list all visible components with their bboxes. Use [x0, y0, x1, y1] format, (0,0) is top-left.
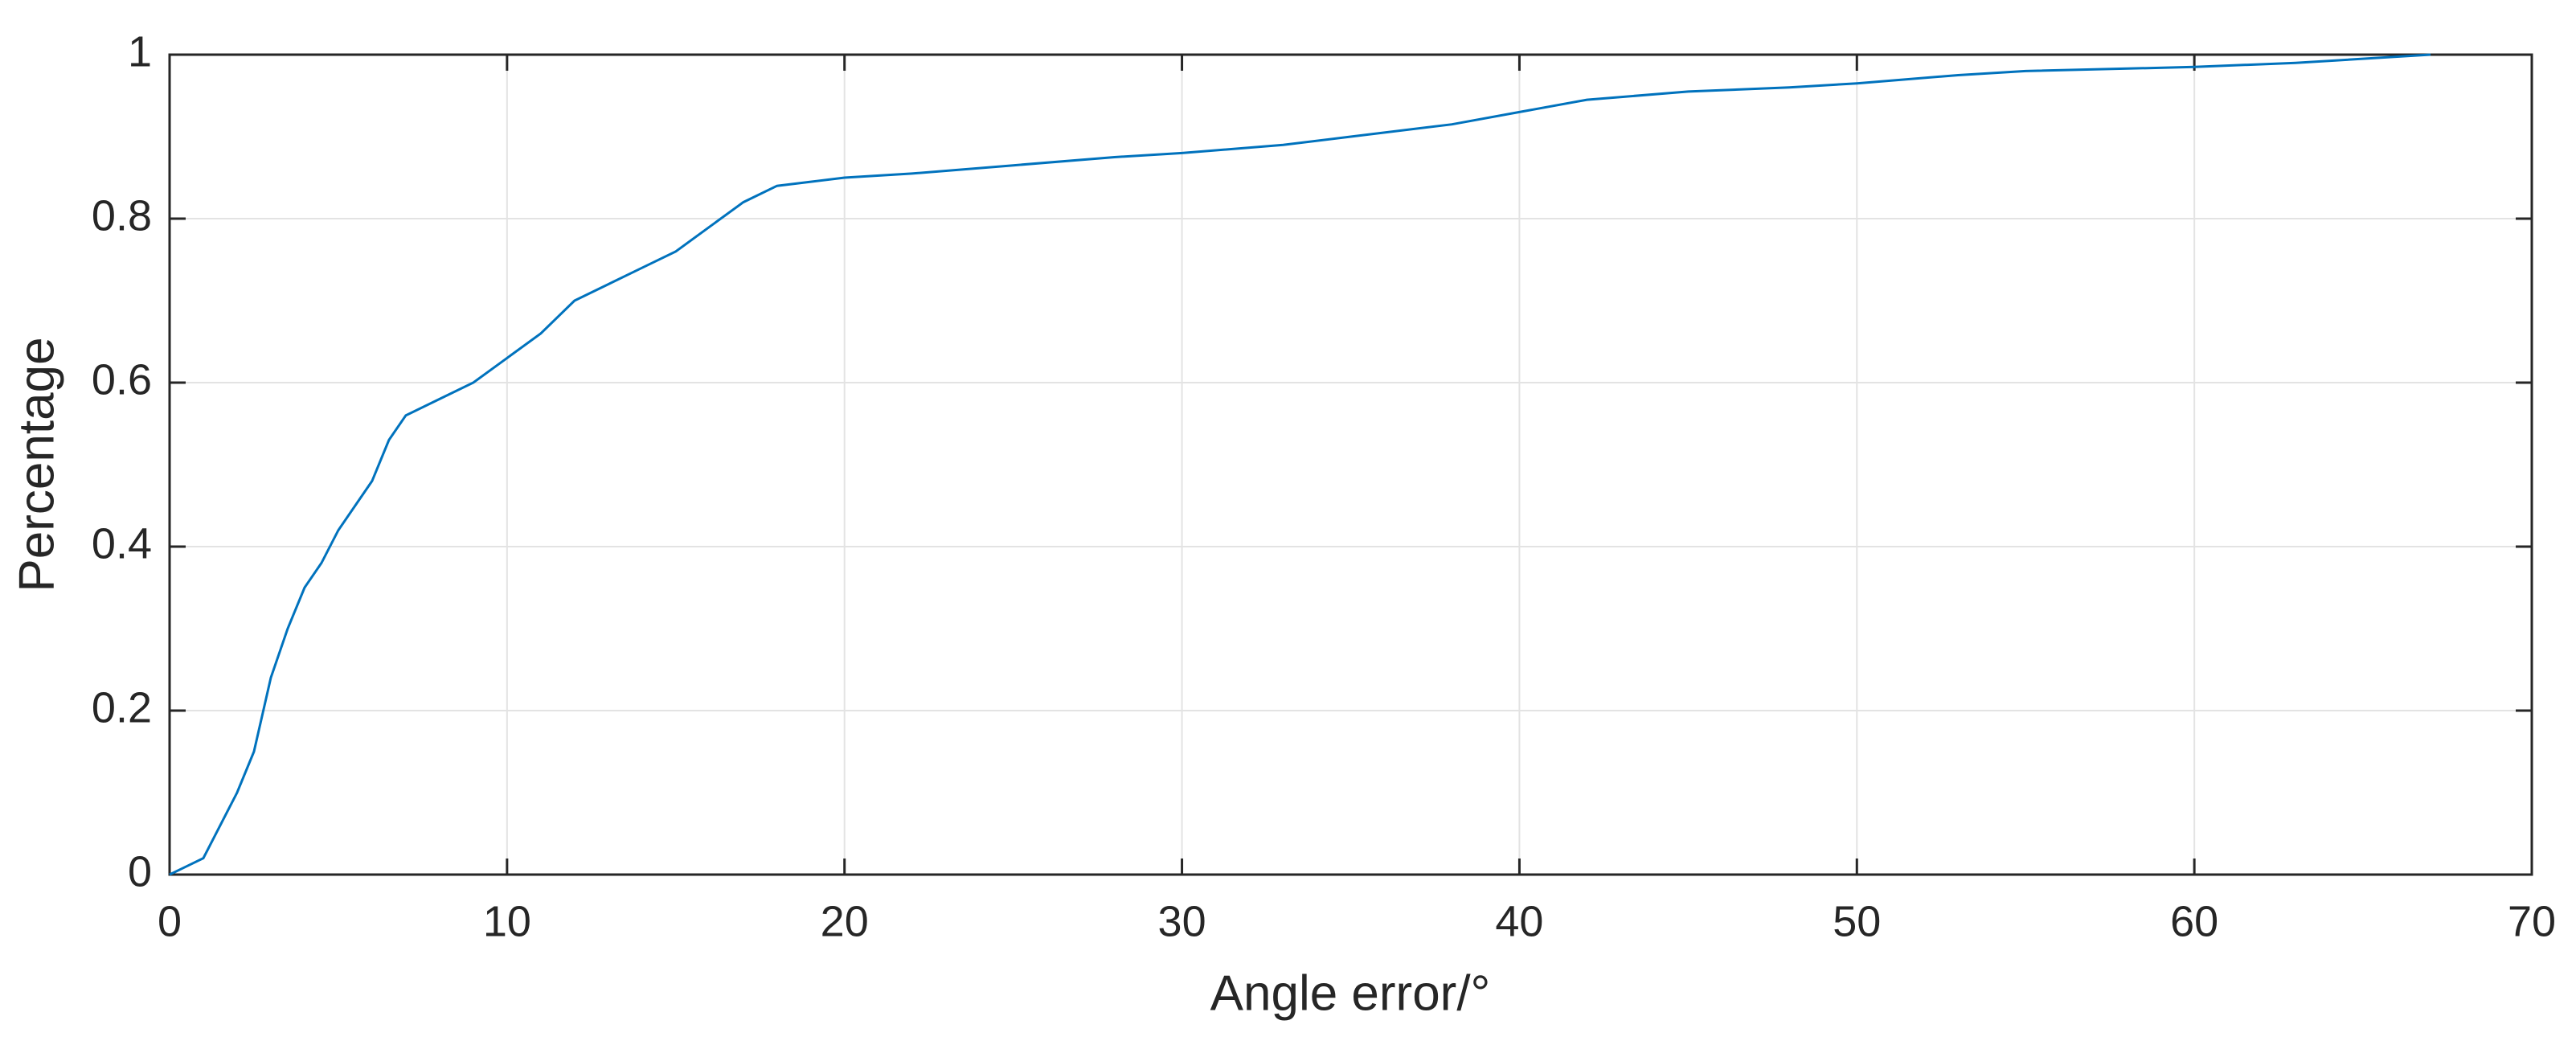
- x-tick-label: 0: [158, 897, 182, 945]
- x-tick-label: 30: [1158, 897, 1206, 945]
- plot-frame: [168, 53, 2533, 876]
- x-tick-label: 50: [1833, 897, 1881, 945]
- y-tick-label: 0.4: [92, 519, 152, 568]
- y-tick-label: 0: [128, 847, 152, 895]
- y-axis-label: Percentage: [9, 337, 64, 592]
- x-tick-label: 20: [821, 897, 869, 945]
- y-tick-label: 0.8: [92, 191, 152, 240]
- x-tick-label: 10: [483, 897, 531, 945]
- x-tick-label: 70: [2508, 897, 2556, 945]
- x-tick-label: 40: [1495, 897, 1543, 945]
- y-tick-label: 0.2: [92, 683, 152, 732]
- x-tick-label: 60: [2170, 897, 2218, 945]
- x-axis-label: Angle error/°: [1210, 965, 1491, 1021]
- y-tick-label: 0.6: [92, 355, 152, 404]
- line-series: [169, 53, 2431, 876]
- y-tick-label: 1: [128, 27, 152, 76]
